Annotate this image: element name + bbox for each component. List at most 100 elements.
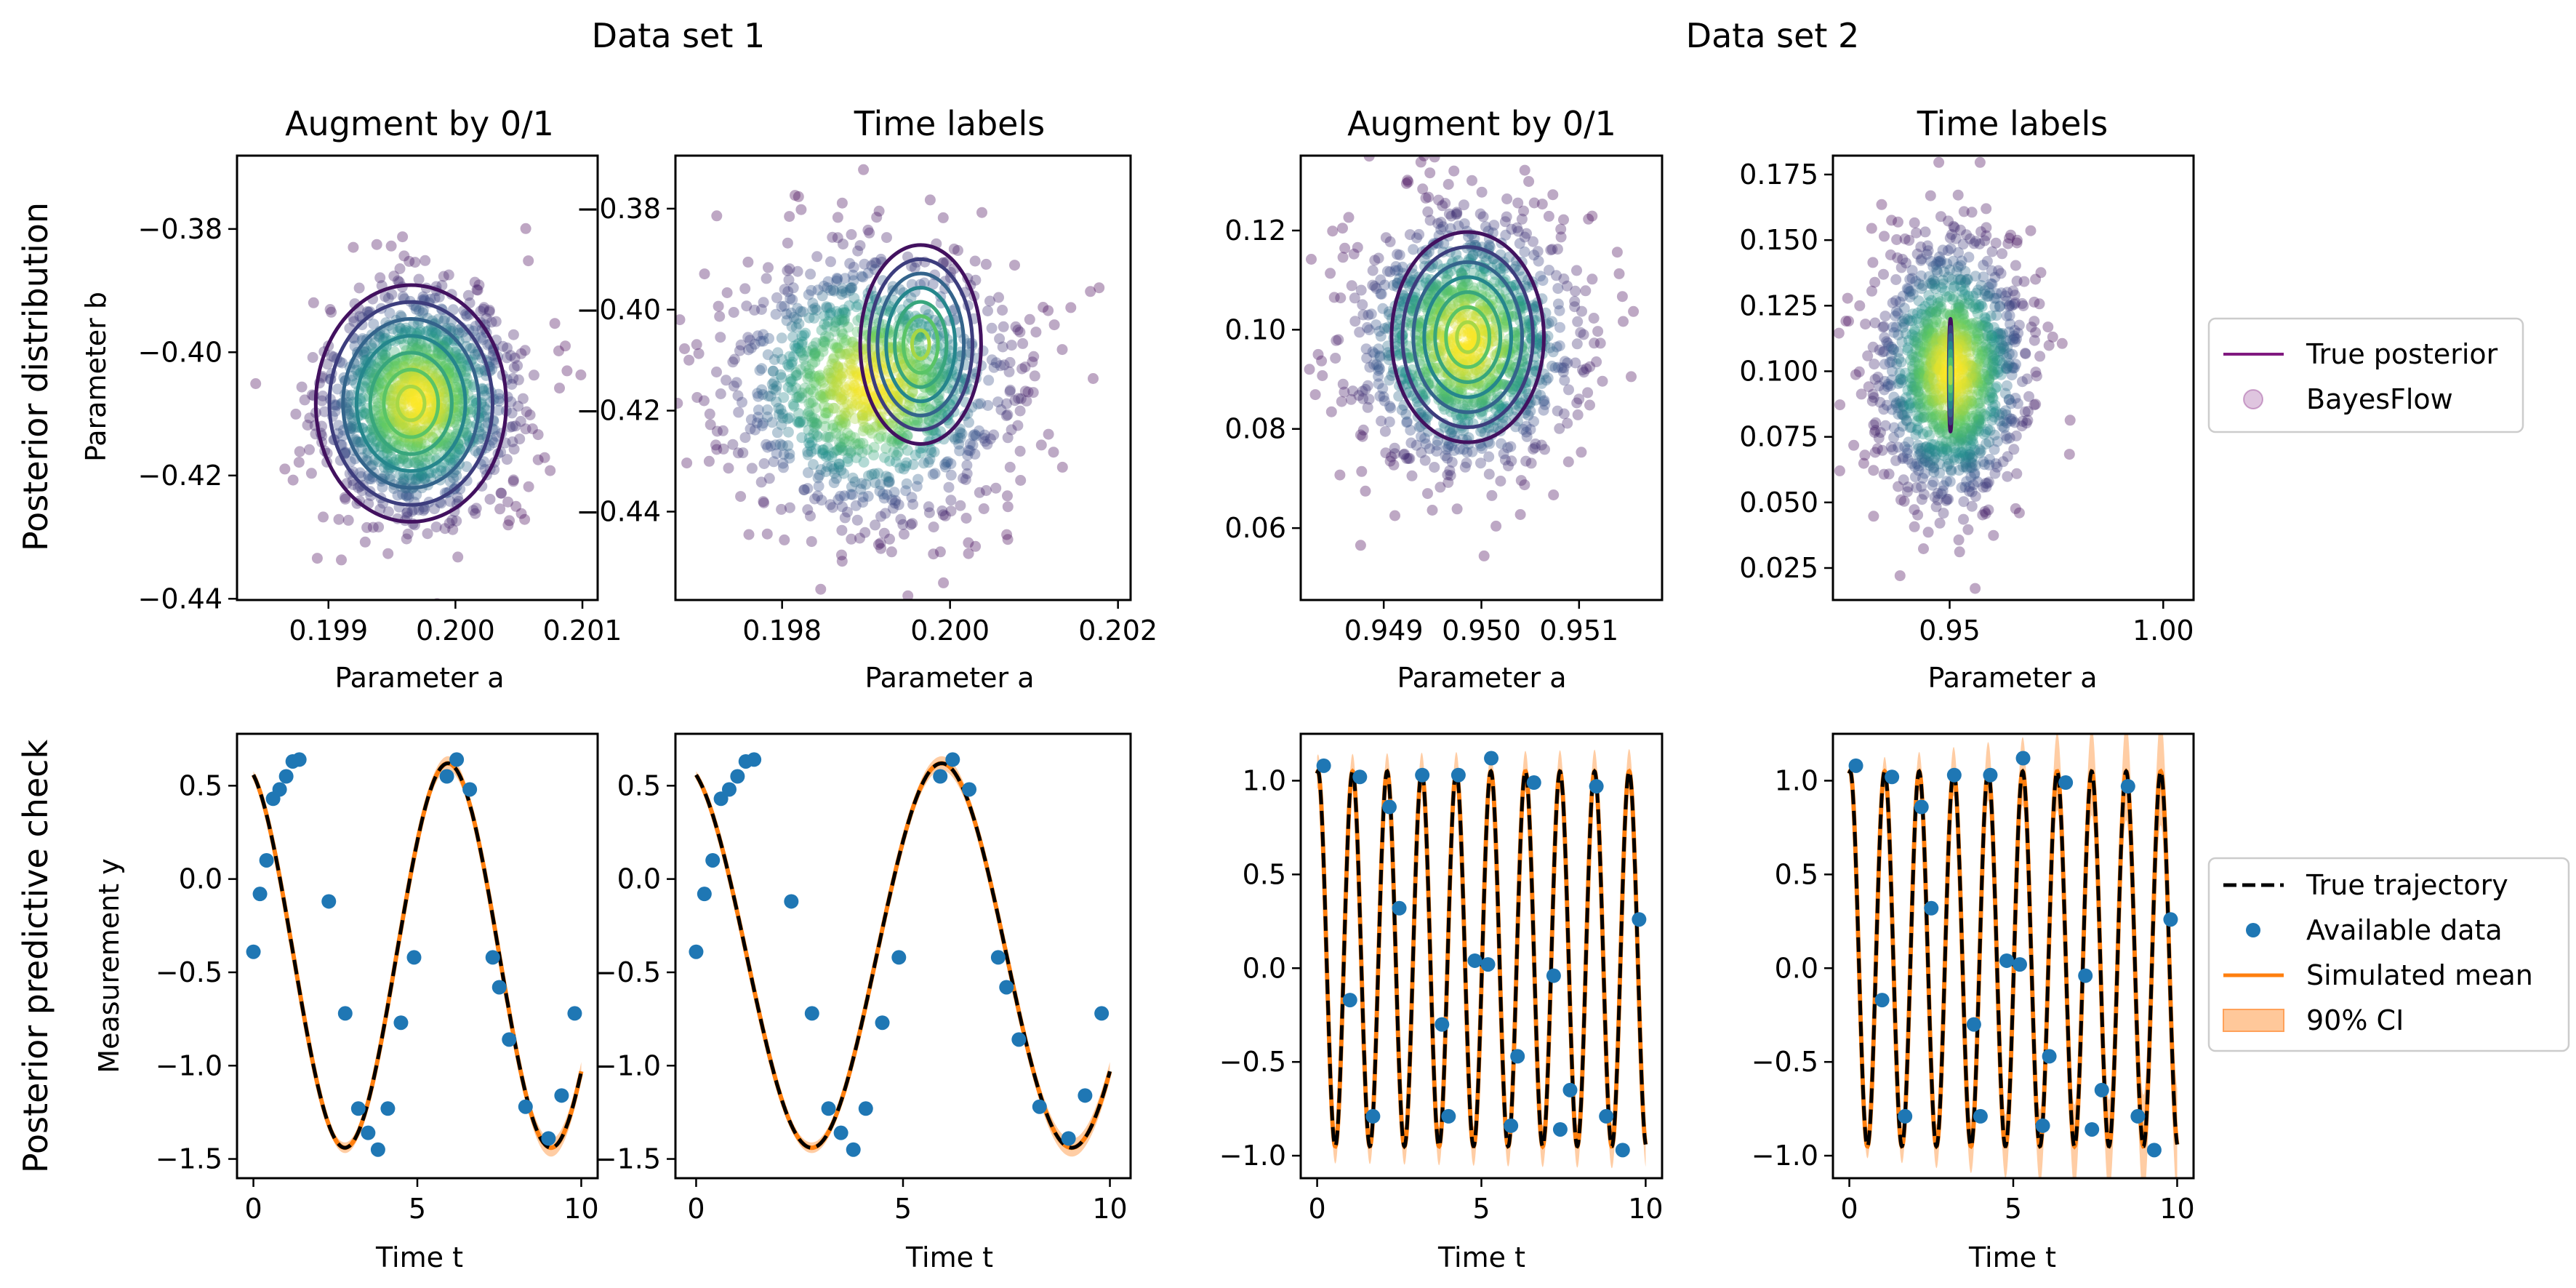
subplot-2-sample-point (805, 383, 816, 395)
subplot-3-sample-point (1347, 385, 1359, 397)
subplot-1-sample-point (361, 521, 373, 533)
subplot-4-sample-point (1959, 277, 1971, 289)
subplot-2-sample-point (845, 282, 856, 294)
subplot-2-sample-point (803, 289, 814, 300)
subplot-3-sample-point (1543, 317, 1554, 329)
subplot-4-sample-point (1937, 244, 1949, 256)
subplot-2-sample-point (836, 289, 848, 300)
subplot-1-sample-point (483, 305, 495, 316)
subplot-4-sample-point (2034, 351, 2046, 362)
subplot-3-sample-point (1583, 213, 1594, 225)
subplot-4-sample-point (1958, 308, 1970, 320)
subplot-4-sample-point (1914, 369, 1925, 380)
subplot-4-sample-point (1986, 246, 1998, 257)
subplot-1-sample-point (348, 316, 360, 327)
subplot-2-sample-point (803, 406, 815, 417)
subplot-3-sample-point (1584, 399, 1595, 411)
subplot-4-sample-point (1933, 297, 1944, 309)
subplot-2-sample-point (792, 265, 803, 277)
subplot-4-sample-point (1967, 412, 1979, 424)
subplot-4-sample-point (2010, 260, 2021, 271)
subplot-2-sample-point (741, 300, 753, 312)
subplot-4-sample-point (1961, 229, 1972, 241)
subplot-4-sample-point (1941, 493, 1953, 505)
subplot-1-sample-point (362, 368, 374, 380)
subplot-4-sample-point (1905, 285, 1917, 297)
subplot-2-sample-point (808, 377, 820, 388)
subplot-4-sample-point (1917, 370, 1928, 382)
subplot-3-sample-point (1461, 457, 1472, 469)
subplot-3-sample-point (1555, 223, 1567, 235)
subplot-3-sample-point (1402, 416, 1413, 428)
subplot-2-sample-point (961, 468, 973, 479)
subplot-3-sample-point (1450, 249, 1462, 260)
subplot-1-sample-point (359, 380, 371, 392)
subplot-4-sample-point (1927, 479, 1938, 491)
subplot-3-sample-point (1413, 421, 1425, 433)
subplot-1-sample-point (465, 407, 477, 418)
subplot-4-sample-point (1959, 411, 1971, 423)
subplot-4-sample-point (2000, 405, 2011, 417)
subplot-4-sample-point (1919, 329, 1930, 340)
subplot-4-sample-point (1943, 493, 1954, 505)
subplot-2-sample-point (827, 420, 839, 431)
subplot-2-sample-point (795, 415, 806, 427)
subplot-3-sample-point (1459, 338, 1471, 350)
subplot-4-sample-point (1915, 241, 1927, 252)
subplot-1-sample-point (561, 365, 573, 377)
subplot-4-sample-point (1938, 417, 1950, 429)
subplot-1-sample-point (409, 357, 421, 369)
subplot-2-sample-point (815, 391, 827, 402)
subplot-3-sample-point (1456, 281, 1468, 293)
subplot-1-sample-point (491, 431, 502, 442)
subplot-2-sample-point (798, 350, 809, 361)
ylabel-measurement-y: Measurement y (93, 858, 125, 1073)
subplot-4-sample-point (1973, 333, 1985, 345)
subplot-3-sample-point (1459, 369, 1471, 380)
subplot-3-sample-point (1497, 312, 1509, 324)
subplot-2-sample-point (804, 371, 816, 383)
subplot-4-sample-point (1885, 380, 1896, 391)
subplot-3-sample-point (1491, 258, 1503, 270)
subplot-4-sample-point (1997, 407, 2008, 419)
subplot-3-sample-point (1469, 233, 1480, 244)
subplot-4-sample-point (1893, 441, 1904, 453)
subplot-4-sample-point (1909, 324, 1920, 335)
subplot-2-sample-point (980, 258, 992, 270)
subplot-1-sample-point (493, 388, 505, 400)
subplot-4-sample-point (1982, 321, 1994, 333)
subplot-2-sample-point (849, 380, 860, 391)
subplot-1-sample-point (406, 342, 417, 353)
subplot-1-sample-point (507, 372, 519, 384)
subplot-1-sample-point (409, 388, 420, 399)
subplot-2-sample-point (827, 423, 838, 434)
subplot-4-sample-point (1989, 399, 2001, 411)
subplot-3-sample-point (1461, 356, 1472, 368)
subplot-2-sample-point (807, 297, 819, 309)
subplot-3-sample-point (1453, 368, 1464, 380)
subplot-4-sample-point (1994, 301, 2005, 313)
subplot-4-sample-point (2029, 399, 2040, 411)
subplot-3-sample-point (1413, 228, 1425, 240)
subplot-4-sample-point (1869, 276, 1881, 288)
subplot-4-sample-point (2035, 267, 2047, 279)
subplot-4-sample-point (1944, 476, 1956, 487)
subplot-4-sample-point (1834, 465, 1845, 476)
subplot-2-sample-point (852, 439, 864, 450)
subplot-2-sample-point (875, 253, 887, 265)
subplot-2-sample-point (1002, 432, 1014, 444)
subplot-4-sample-point (1952, 428, 1963, 440)
subplot-4-sample-point (1927, 476, 1939, 487)
subplot-4-sample-point (1925, 305, 1936, 317)
subplot-3-sample-point (1489, 381, 1501, 393)
subplot-3-sample-point (1357, 431, 1368, 442)
subplot-2-sample-point (859, 258, 870, 270)
subplot-3-ytick-label: 0.06 (1224, 512, 1286, 544)
subplot-2-sample-point (948, 431, 960, 443)
subplot-2-sample-point (836, 314, 848, 326)
subplot-2-sample-point (1048, 319, 1060, 331)
subplot-2-sample-point (839, 417, 851, 428)
subplot-3-sample-point (1424, 167, 1436, 179)
subplot-2-sample-point (786, 359, 797, 370)
subplot-2-sample-point (837, 329, 848, 340)
